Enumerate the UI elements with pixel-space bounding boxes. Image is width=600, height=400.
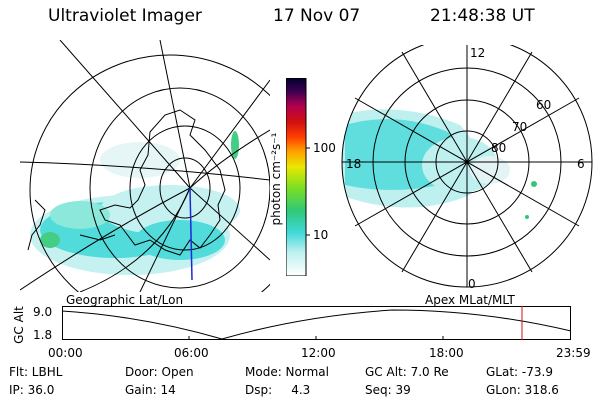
gain-status: Gain: 14 [125, 383, 176, 397]
gc-alt-status: GC Alt: 7.0 Re [365, 365, 449, 379]
time-tick-2359: 23:59 [556, 346, 591, 360]
polar-grid [341, 45, 593, 288]
seq-status: Seq: 39 [365, 383, 411, 397]
mlt-label-6: 6 [577, 157, 585, 171]
mlt-label-12: 12 [470, 46, 486, 60]
mode-status: Mode: Normal [245, 365, 329, 379]
colorbar-unit-label: photon cm⁻²s⁻¹ [269, 132, 283, 226]
auroral-oval-emission [342, 109, 537, 219]
time-tick-1200: 12:00 [301, 346, 336, 360]
altitude-ytick-9: 9.0 [33, 305, 53, 319]
colorbar-tick-10: 10 [313, 228, 329, 242]
time-tick-0000: 00:00 [48, 346, 83, 360]
colorbar-tick-100: 100 [313, 141, 336, 155]
magnetic-polar-plot [341, 45, 593, 288]
auroral-emission [30, 131, 240, 275]
geographic-map [20, 40, 270, 292]
graticule [20, 40, 270, 292]
glon-status: GLon: 318.6 [486, 383, 559, 397]
mlat-label-70: 70 [512, 120, 528, 134]
filter-status: Flt: LBHL [9, 365, 63, 379]
time-label: 21:48:38 UT [430, 6, 535, 26]
sun-meridian-line [189, 187, 193, 281]
mlat-label-60: 60 [536, 98, 552, 112]
door-status: Door: Open [125, 365, 194, 379]
altitude-plot [62, 306, 572, 340]
time-tick-1800: 18:00 [429, 346, 464, 360]
dsp-status: Dsp: 4.3 [245, 383, 311, 397]
glat-status: GLat: -73.9 [486, 365, 553, 379]
color-bar [286, 78, 310, 276]
coastline [99, 109, 226, 256]
mlat-label-80: 80 [491, 141, 507, 155]
altitude-ytick-1.8: 1.8 [33, 328, 53, 342]
left-panel-label: Geographic Lat/Lon [66, 293, 184, 307]
date-label: 17 Nov 07 [273, 6, 361, 26]
time-tick-0600: 06:00 [174, 346, 209, 360]
ip-status: IP: 36.0 [9, 383, 55, 397]
altitude-ylabel: GC Alt [12, 306, 26, 344]
right-panel-label: Apex MLat/MLT [425, 293, 515, 307]
mlt-label-18: 18 [346, 157, 362, 171]
instrument-title: Ultraviolet Imager [48, 6, 202, 26]
altitude-curve [62, 309, 572, 340]
mlt-label-0: 0 [468, 277, 476, 291]
